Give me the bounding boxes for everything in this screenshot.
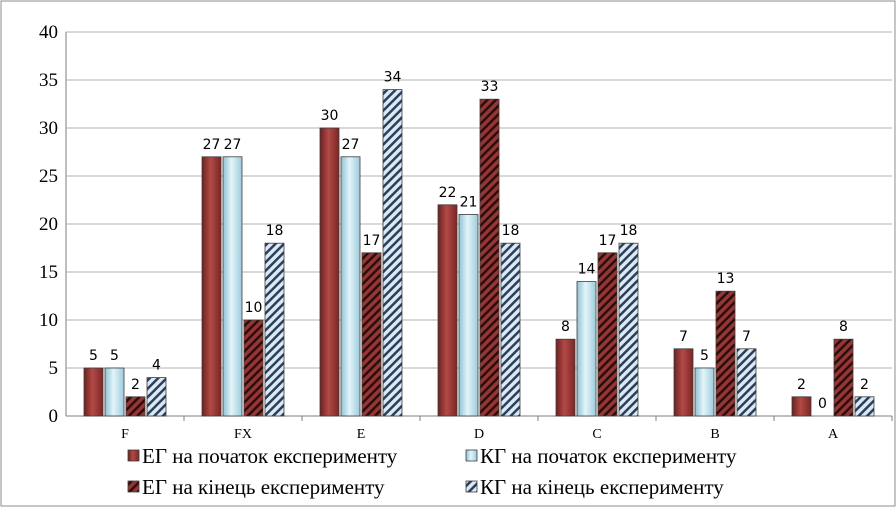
legend-swatch [465, 449, 478, 462]
data-label: 27 [342, 137, 360, 153]
data-label: 17 [363, 233, 381, 249]
x-tick-label: C [592, 427, 601, 442]
data-label: 5 [89, 348, 98, 364]
bar [361, 252, 382, 417]
data-label: 17 [599, 233, 617, 249]
bar [104, 367, 125, 417]
x-tick-label: F [121, 427, 129, 442]
bar [555, 338, 576, 417]
bar [694, 367, 715, 417]
data-label: 10 [245, 300, 263, 316]
y-tick-label: 5 [49, 358, 59, 379]
data-label: 18 [502, 223, 520, 239]
x-tick-label: FX [234, 427, 252, 442]
y-tick-label: 25 [39, 166, 58, 187]
data-label: 21 [460, 194, 478, 210]
bar [736, 348, 757, 417]
data-label: 8 [839, 319, 848, 335]
data-label: 5 [110, 348, 119, 364]
bar [437, 204, 458, 417]
bar [597, 252, 618, 417]
x-tick-label: D [474, 427, 484, 442]
legend-swatch [127, 449, 140, 462]
bar [500, 242, 521, 417]
data-label: 2 [797, 377, 806, 393]
y-tick-label: 0 [49, 406, 59, 427]
y-tick-label: 15 [39, 262, 58, 283]
bar [382, 89, 403, 417]
bar [479, 98, 500, 417]
bar [618, 242, 639, 417]
legend-label: КГ на початок експерименту [480, 444, 737, 468]
data-label: 27 [203, 137, 221, 153]
bar [222, 156, 243, 417]
bar [83, 367, 104, 417]
legend: ЕГ на початок експерименту КГ на початок … [127, 444, 737, 499]
bar [264, 242, 285, 417]
bar [340, 156, 361, 417]
data-label: 27 [224, 137, 242, 153]
x-tick-label: B [710, 427, 719, 442]
x-tick-label: E [357, 427, 366, 442]
bar [791, 396, 812, 417]
bars [83, 89, 875, 417]
y-tick-label: 40 [39, 22, 58, 43]
data-label: 22 [439, 185, 457, 201]
bar [125, 396, 146, 417]
bar [576, 281, 597, 417]
bar [458, 213, 479, 417]
bar [319, 127, 340, 417]
bar [243, 319, 264, 417]
legend-swatch [127, 480, 140, 493]
bar [201, 156, 222, 417]
bar [833, 338, 854, 417]
data-label: 7 [679, 329, 688, 345]
bar [146, 377, 167, 417]
data-label: 5 [700, 348, 709, 364]
data-label: 4 [152, 358, 161, 374]
y-tick-label: 20 [39, 214, 58, 235]
y-tick-label: 30 [39, 118, 58, 139]
data-label: 34 [384, 70, 402, 86]
data-label: 18 [620, 223, 638, 239]
legend-label: ЕГ на початок експерименту [142, 444, 398, 468]
legend-label: КГ на кінець експерименту [480, 475, 724, 499]
bar [854, 396, 875, 417]
bar [673, 348, 694, 417]
legend-swatch [465, 480, 478, 493]
data-label: 2 [131, 377, 140, 393]
y-tick-label: 10 [39, 310, 58, 331]
legend-label: ЕГ на кінець експерименту [142, 475, 385, 499]
data-label: 8 [561, 319, 570, 335]
y-tick-label: 35 [39, 70, 58, 91]
data-label: 14 [578, 262, 596, 278]
gridlines [66, 31, 892, 417]
data-label: 7 [742, 329, 751, 345]
x-tick-label: A [828, 427, 839, 442]
data-label: 13 [717, 271, 735, 287]
data-label: 30 [321, 108, 339, 124]
data-label: 18 [266, 223, 284, 239]
bar [715, 290, 736, 417]
data-label: 2 [860, 377, 869, 393]
data-label: 33 [481, 79, 499, 95]
data-label: 0 [818, 396, 827, 412]
